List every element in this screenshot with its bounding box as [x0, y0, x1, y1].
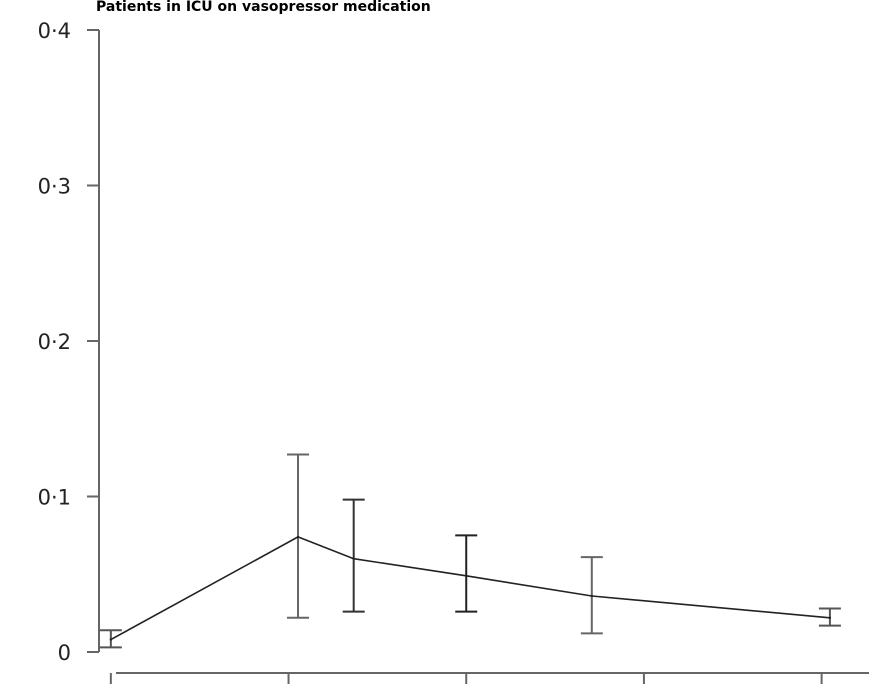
data-point	[352, 557, 355, 560]
y-tick-label: 0·2	[38, 330, 71, 354]
axes: 0 0·1 0·2 0·3 0·4	[38, 19, 869, 684]
y-tick-label: 0·1	[38, 486, 71, 510]
error-bar	[342, 498, 365, 613]
data-point	[109, 638, 113, 641]
chart-title: Patients in ICU on vasopressor medicatio…	[96, 0, 431, 15]
y-tick-label: 0·3	[38, 175, 71, 199]
series-line	[110, 536, 830, 641]
error-bar	[455, 534, 478, 613]
y-tick-label: 0	[58, 641, 71, 665]
series	[99, 453, 841, 649]
data-point	[590, 594, 593, 598]
data-point	[828, 616, 832, 619]
y-tick-label: 0·4	[38, 19, 71, 43]
data-point	[465, 574, 468, 578]
data-point	[296, 535, 300, 539]
